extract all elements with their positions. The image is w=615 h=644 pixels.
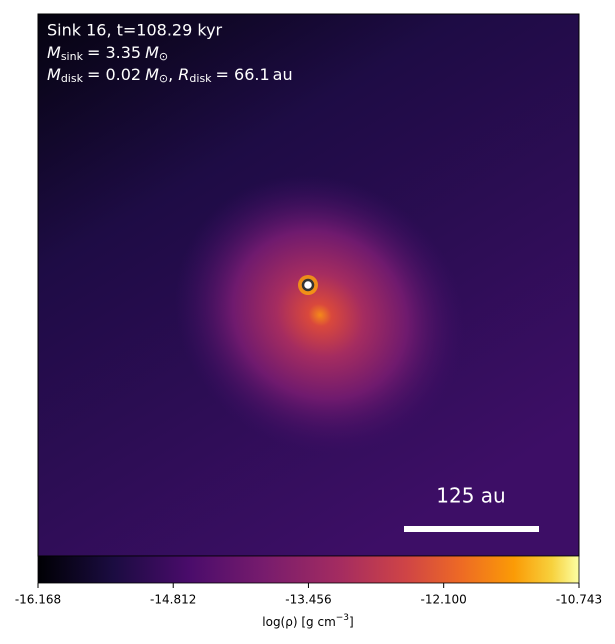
annotation: Mdisk = 0.02 M⊙, Rdisk = 66.1 au — [47, 65, 293, 86]
density-map — [38, 14, 579, 556]
colorbar — [37, 555, 580, 584]
colorbar-tick-label: -10.743 — [556, 593, 602, 607]
colorbar-tick-label: -16.168 — [15, 593, 61, 607]
annotation: Msink = 3.35 M⊙ — [47, 43, 168, 64]
colorbar-tick-label: -13.456 — [285, 593, 331, 607]
annotation: Sink 16, t=108.29 kyr — [47, 21, 223, 40]
colorbar-tick-label: -14.812 — [150, 593, 196, 607]
colorbar-label: log(ρ) [g cm−3] — [262, 613, 353, 629]
scale-bar-label: 125 au — [436, 484, 505, 508]
colorbar-tick-label: -12.100 — [421, 593, 467, 607]
sink-marker — [301, 278, 315, 292]
scale-bar — [404, 526, 539, 532]
